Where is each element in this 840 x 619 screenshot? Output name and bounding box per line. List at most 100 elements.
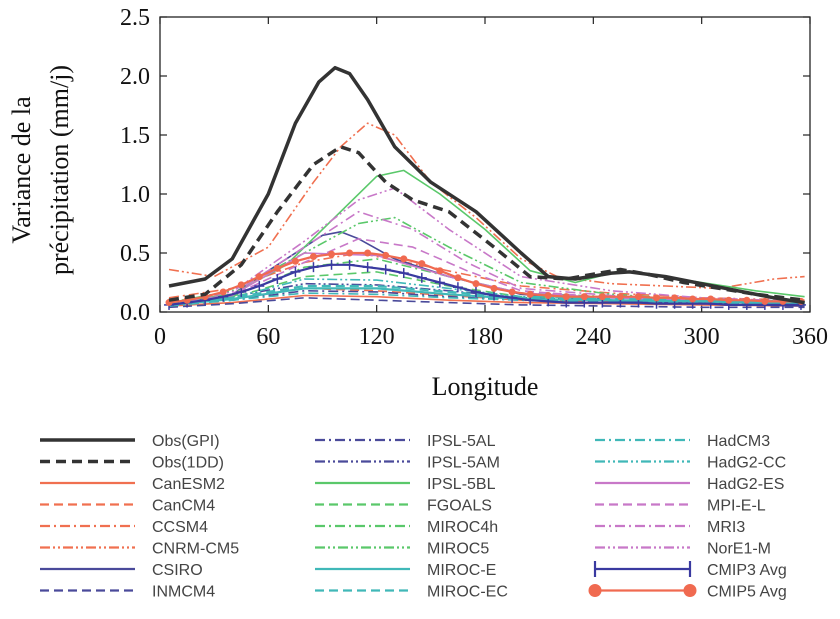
legend-item: CMIP5 Avg — [588, 584, 787, 601]
legend-item: MIROC4h — [315, 519, 498, 536]
cmip5-marker — [616, 293, 624, 301]
legend-item: CMIP3 Avg — [593, 561, 787, 579]
legend-label: Obs(1DD) — [152, 455, 224, 472]
series-line-inmcm4 — [168, 296, 805, 309]
cmip5-marker — [454, 274, 462, 282]
legend-label: CMIP3 Avg — [707, 562, 787, 579]
x-tick-label: 240 — [575, 324, 611, 350]
legend-item: HadG2-ES — [595, 476, 784, 493]
legend-item: CSIRO — [40, 562, 203, 579]
cmip5-marker — [364, 249, 372, 257]
legend-item: MIROC-EC — [315, 584, 508, 601]
legend-label: FGOALS — [427, 498, 492, 515]
legend-item: CCSM4 — [40, 519, 208, 536]
legend-label: CSIRO — [152, 562, 203, 579]
cmip5-marker — [544, 291, 552, 299]
legend-label: CanCM4 — [152, 498, 215, 515]
legend-item: CanESM2 — [40, 476, 225, 493]
x-tick-label: 60 — [256, 324, 280, 350]
series-line-hadcm3 — [168, 292, 805, 307]
y-axis-label: précipitation (mm/j) — [45, 65, 74, 275]
legend-marker-circle — [683, 584, 697, 597]
legend-label: Obs(GPI) — [152, 433, 220, 450]
x-tick-label: 300 — [684, 324, 720, 350]
legend-label: HadCM3 — [707, 433, 770, 450]
y-tick-label: 1.0 — [120, 182, 150, 208]
legend-label: IPSL-5BL — [427, 476, 496, 493]
cmip5-marker — [580, 293, 588, 301]
cmip5-marker — [436, 267, 444, 275]
legend-label: MIROC-EC — [427, 584, 508, 601]
x-tick-label: 180 — [467, 324, 503, 350]
legend-item: NorE1-M — [595, 541, 771, 558]
cmip5-marker — [382, 251, 390, 259]
legend-item: INMCM4 — [40, 584, 215, 601]
cmip5-marker — [291, 257, 299, 265]
cmip5-marker — [725, 296, 733, 304]
y-axis-label: Variance de la — [7, 96, 36, 244]
legend-item: FGOALS — [315, 498, 492, 515]
legend-label: MRI3 — [707, 519, 745, 536]
cmip5-marker — [237, 281, 245, 289]
legend-label: MIROC4h — [427, 519, 498, 536]
series-line-obs-gpi- — [168, 65, 805, 305]
y-tick-label: 1.5 — [120, 123, 150, 149]
series-line-ipsl-5bl — [168, 169, 805, 304]
plot-lines — [164, 65, 806, 310]
cmip5-marker — [346, 249, 354, 257]
cmip5-marker — [309, 253, 317, 261]
cmip5-marker — [273, 264, 281, 272]
y-tick-label: 2.0 — [120, 64, 150, 90]
cmip5-marker — [219, 288, 227, 296]
x-axis-label: Longitude — [432, 372, 539, 401]
legend-item: Obs(1DD) — [40, 455, 224, 472]
legend-label: MIROC-E — [427, 562, 496, 579]
legend-label: CNRM-CM5 — [152, 541, 239, 558]
legend-item: HadCM3 — [595, 433, 770, 450]
series-line-cnrm-cm5 — [168, 122, 805, 290]
series-line-mri3 — [168, 210, 805, 306]
legend-item: MIROC5 — [315, 541, 489, 558]
legend-item: Obs(GPI) — [40, 433, 220, 450]
legend-label: CanESM2 — [152, 476, 225, 493]
x-tick-label: 360 — [792, 324, 828, 350]
y-tick-label: 0.5 — [120, 241, 150, 267]
cmip5-marker — [526, 290, 534, 298]
legend-item: MRI3 — [595, 519, 745, 536]
legend-label: MIROC5 — [427, 541, 489, 558]
legend-label: HadG2-ES — [707, 476, 784, 493]
plot-frame — [159, 16, 811, 313]
legend-item: CNRM-CM5 — [40, 541, 239, 558]
legend-item: IPSL-5BL — [315, 476, 496, 493]
cmip5-marker — [653, 294, 661, 302]
cmip5-marker — [671, 294, 679, 302]
cmip5-marker — [328, 250, 336, 258]
series-line-miroc-ec — [168, 284, 805, 305]
legend-label: IPSL-5AM — [427, 455, 500, 472]
cmip5-marker — [743, 296, 751, 304]
legend-item: MIROC-E — [315, 562, 496, 579]
legend-label: CMIP5 Avg — [707, 584, 787, 601]
series-line-miroc-e — [168, 287, 805, 306]
cmip5-marker — [472, 280, 480, 288]
cmip5-marker — [255, 273, 263, 281]
legend-item: MPI-E-L — [595, 498, 766, 515]
y-tick-label: 2.5 — [120, 5, 150, 31]
legend-item: IPSL-5AL — [315, 433, 496, 450]
legend-marker-circle — [588, 584, 602, 597]
x-tick-label: 120 — [359, 324, 395, 350]
legend-item: HadG2-CC — [595, 455, 786, 472]
legend-label: IPSL-5AL — [427, 433, 496, 450]
legend-label: INMCM4 — [152, 584, 215, 601]
legend-label: NorE1-M — [707, 541, 771, 558]
cmip5-marker — [598, 293, 606, 301]
cmip5-marker — [689, 295, 697, 303]
legend-item: IPSL-5AM — [315, 455, 500, 472]
legend-item: CanCM4 — [40, 498, 215, 515]
legend-label: HadG2-CC — [707, 455, 786, 472]
cmip5-marker — [761, 297, 769, 305]
legend-label: CCSM4 — [152, 519, 208, 536]
y-tick-label: 0.0 — [120, 300, 150, 326]
cmip5-marker — [508, 288, 516, 296]
